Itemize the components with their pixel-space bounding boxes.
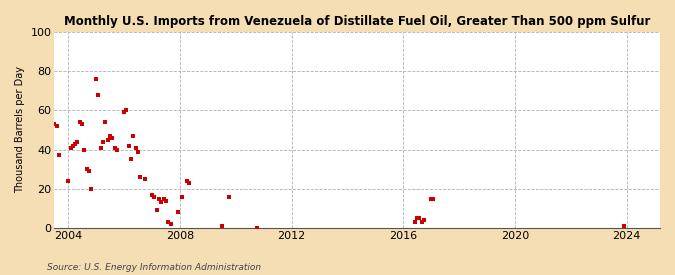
Point [105, 134, 115, 138]
Point [135, 175, 146, 179]
Point [146, 192, 157, 197]
Point [428, 196, 439, 201]
Point [163, 220, 173, 224]
Point [93, 92, 104, 97]
Point [100, 120, 111, 124]
Point [140, 177, 151, 181]
Point [82, 167, 92, 171]
Point [165, 222, 176, 226]
Point [68, 144, 78, 148]
Point [79, 147, 90, 152]
Point [159, 196, 169, 201]
Point [182, 179, 192, 183]
Point [54, 153, 65, 158]
Point [72, 139, 83, 144]
Point [156, 200, 167, 205]
Point [149, 194, 160, 199]
Y-axis label: Thousand Barrels per Day: Thousand Barrels per Day [15, 67, 25, 193]
Point [70, 141, 81, 146]
Point [414, 216, 425, 220]
Point [109, 145, 120, 150]
Point [128, 134, 139, 138]
Point [96, 145, 107, 150]
Point [49, 122, 59, 126]
Text: Source: U.S. Energy Information Administration: Source: U.S. Energy Information Administ… [47, 263, 261, 272]
Point [107, 136, 118, 140]
Point [86, 186, 97, 191]
Point [124, 144, 134, 148]
Point [63, 179, 74, 183]
Point [133, 149, 144, 154]
Point [37, 63, 48, 67]
Point [410, 220, 421, 224]
Point [416, 220, 427, 224]
Point [172, 210, 183, 214]
Point [47, 210, 57, 214]
Point [426, 196, 437, 201]
Point [217, 224, 227, 228]
Point [112, 147, 123, 152]
Point [84, 169, 95, 173]
Point [98, 139, 109, 144]
Point [77, 122, 88, 126]
Point [418, 218, 429, 222]
Point [51, 124, 62, 128]
Point [126, 157, 136, 161]
Point [184, 181, 194, 185]
Point [91, 77, 102, 81]
Point [75, 120, 86, 124]
Point [154, 196, 165, 201]
Point [119, 110, 130, 114]
Point [151, 208, 162, 213]
Point [130, 145, 141, 150]
Point [121, 108, 132, 112]
Title: Monthly U.S. Imports from Venezuela of Distillate Fuel Oil, Greater Than 500 ppm: Monthly U.S. Imports from Venezuela of D… [64, 15, 650, 28]
Point [412, 216, 423, 220]
Point [619, 224, 630, 228]
Point [161, 198, 171, 203]
Point [103, 138, 113, 142]
Point [251, 226, 262, 230]
Point [65, 145, 76, 150]
Point [177, 194, 188, 199]
Point [223, 194, 234, 199]
